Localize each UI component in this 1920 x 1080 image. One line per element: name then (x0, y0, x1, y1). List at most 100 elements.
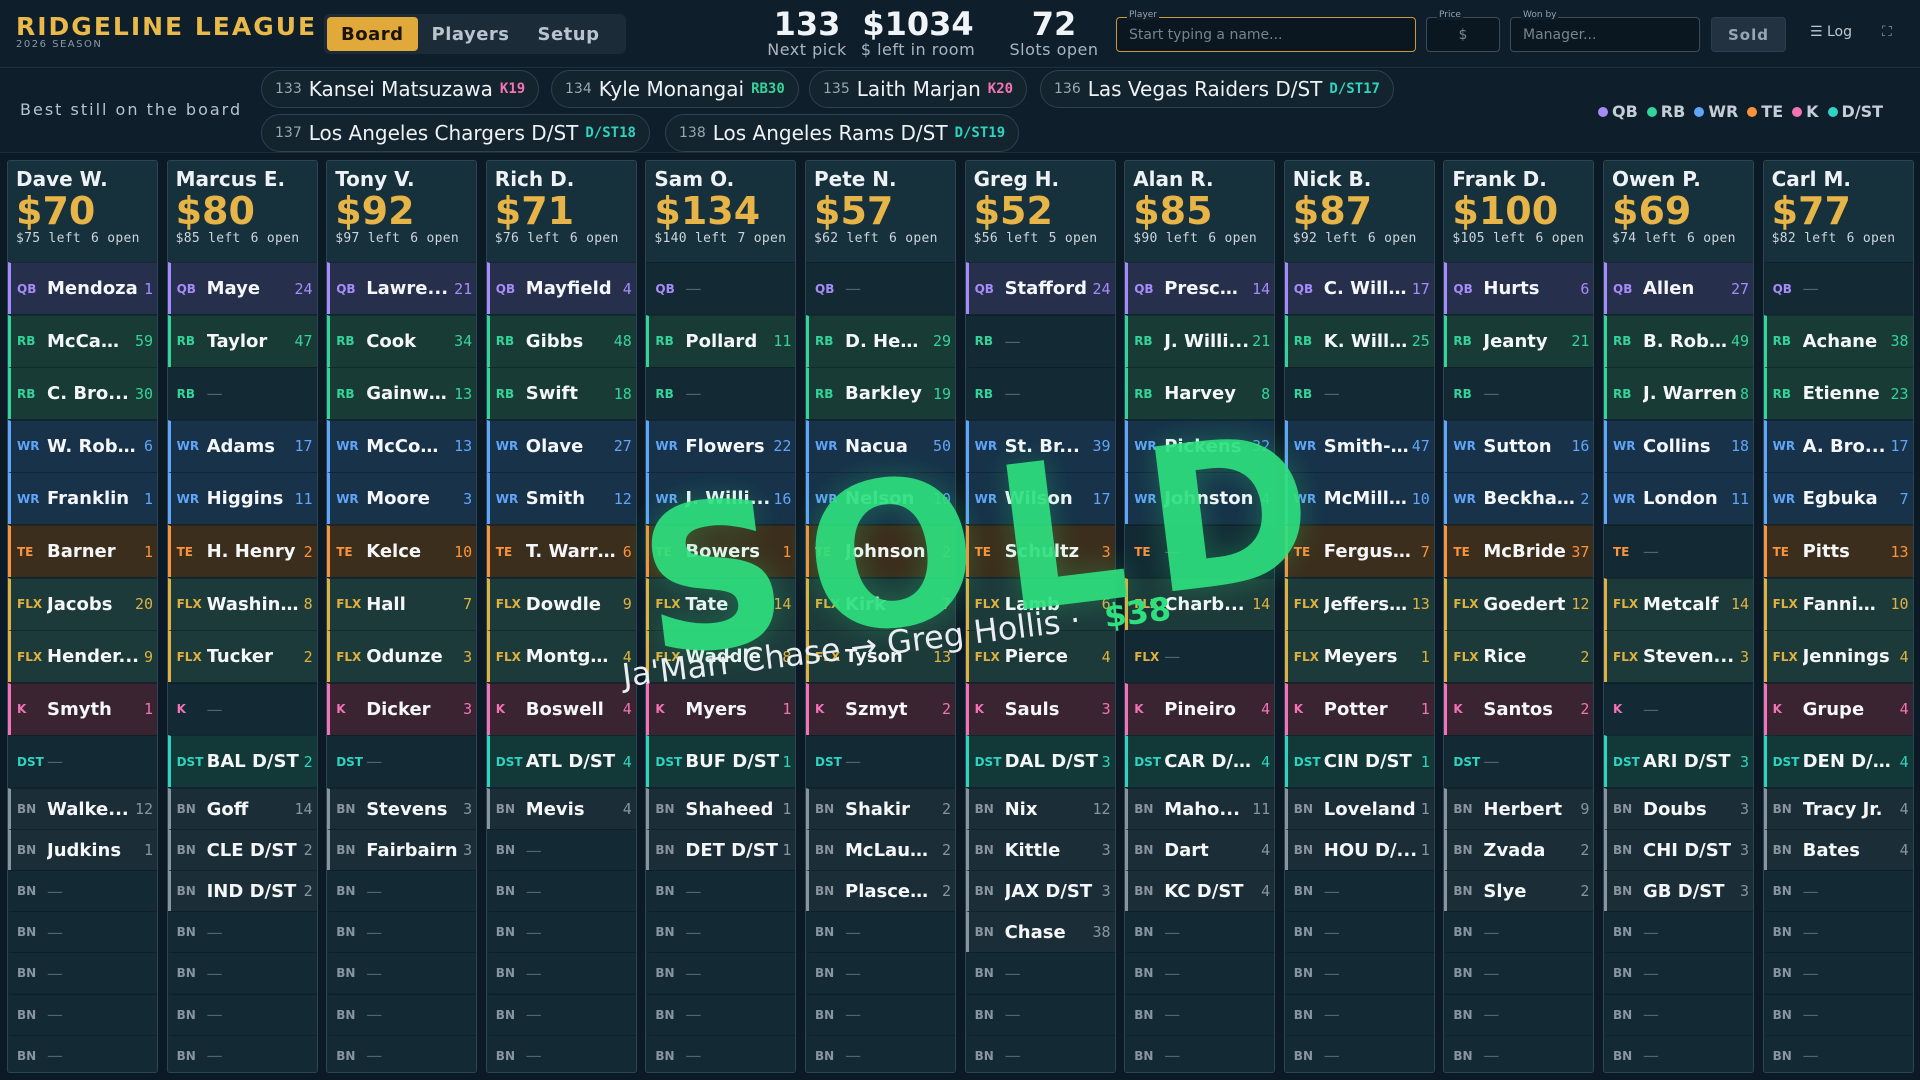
roster-slot[interactable]: RB — (646, 367, 796, 420)
roster-slot[interactable]: BN — (1284, 911, 1434, 953)
roster-slot[interactable]: WR Wilson 17 (965, 472, 1115, 525)
roster-slot[interactable]: BN Doubs 3 (1604, 788, 1753, 829)
roster-slot[interactable]: WR Egbuka 7 (1763, 472, 1913, 525)
roster-slot[interactable]: WR Collins 18 (1604, 419, 1753, 472)
roster-slot[interactable]: WR Johnston 4 (1125, 472, 1275, 525)
roster-slot[interactable]: FLX Tucker 2 (167, 630, 317, 683)
roster-slot[interactable]: K Pineiro 4 (1125, 682, 1275, 735)
roster-slot[interactable]: FLX Washin... 8 (167, 577, 317, 630)
best-available-chip[interactable]: 135 Laith Marjan K20 (809, 70, 1028, 108)
roster-slot[interactable]: DST CAR D/ST 4 (1125, 735, 1275, 788)
roster-slot[interactable]: BN — (167, 952, 317, 994)
roster-slot[interactable]: BN — (167, 1034, 317, 1072)
roster-slot[interactable]: DST — (8, 735, 157, 788)
roster-slot[interactable]: WR J. Willi... 16 (646, 472, 796, 525)
roster-slot[interactable]: WR Franklin 1 (8, 472, 157, 525)
roster-slot[interactable]: WR Nacua 50 (806, 419, 955, 472)
roster-slot[interactable]: QB Mayfield 4 (486, 262, 636, 314)
price-input[interactable] (1427, 18, 1499, 51)
roster-slot[interactable]: BN Shaheed 1 (646, 788, 796, 829)
roster-slot[interactable]: WR Olave 27 (486, 419, 636, 472)
roster-slot[interactable]: WR Nelson 10 (806, 472, 955, 525)
roster-slot[interactable]: RB Etienne 23 (1763, 367, 1913, 420)
roster-slot[interactable]: BN CHI D/ST 3 (1604, 829, 1753, 871)
sold-button[interactable]: Sold (1711, 17, 1786, 52)
roster-slot[interactable]: BN — (167, 993, 317, 1035)
roster-slot[interactable]: RB Jeanty 21 (1444, 314, 1594, 367)
roster-slot[interactable]: BN HOU D/... 1 (1284, 829, 1434, 871)
roster-slot[interactable]: BN — (486, 870, 636, 912)
roster-slot[interactable]: BN — (327, 952, 477, 994)
roster-slot[interactable]: BN — (806, 911, 955, 953)
roster-slot[interactable]: QB Mendoza 1 (8, 262, 157, 314)
roster-slot[interactable]: WR A. Bro... 17 (1763, 419, 1913, 472)
roster-slot[interactable]: RB Barkley 19 (806, 367, 955, 420)
roster-slot[interactable]: K Myers 1 (646, 682, 796, 735)
roster-slot[interactable]: QB — (806, 262, 955, 314)
roster-slot[interactable]: BN — (1763, 952, 1913, 994)
roster-slot[interactable]: TE T. Warren 6 (486, 525, 636, 577)
roster-slot[interactable]: WR Adams 17 (167, 419, 317, 472)
roster-slot[interactable]: BN — (1125, 1034, 1275, 1072)
roster-slot[interactable]: DST — (806, 735, 955, 788)
roster-slot[interactable]: BN — (167, 911, 317, 953)
roster-slot[interactable]: WR Beckha... 2 (1444, 472, 1594, 525)
roster-slot[interactable]: BN Dart 4 (1125, 829, 1275, 871)
best-available-chip[interactable]: 136 Las Vegas Raiders D/ST D/ST17 (1040, 70, 1394, 108)
roster-slot[interactable]: RB Pollard 11 (646, 314, 796, 367)
roster-slot[interactable]: FLX Lamb 6 (965, 577, 1115, 630)
roster-slot[interactable]: RB C. Bro... 30 (8, 367, 157, 420)
roster-slot[interactable]: BN — (646, 952, 796, 994)
roster-slot[interactable]: BN — (646, 1034, 796, 1072)
roster-slot[interactable]: BN — (1444, 952, 1594, 994)
roster-slot[interactable]: BN — (1125, 993, 1275, 1035)
roster-slot[interactable]: FLX Tate 14 (646, 577, 796, 630)
roster-slot[interactable]: BN — (965, 993, 1115, 1035)
roster-slot[interactable]: BN — (806, 993, 955, 1035)
roster-slot[interactable]: K Grupe 4 (1763, 682, 1913, 735)
roster-slot[interactable]: BN — (8, 993, 157, 1035)
roster-slot[interactable]: RB Cook 34 (327, 314, 477, 367)
roster-slot[interactable]: BN — (327, 911, 477, 953)
roster-slot[interactable]: FLX Metcalf 14 (1604, 577, 1753, 630)
roster-slot[interactable]: BN — (965, 1034, 1115, 1072)
roster-slot[interactable]: RB K. Will... 25 (1284, 314, 1434, 367)
roster-slot[interactable]: TE — (1125, 525, 1275, 577)
roster-slot[interactable]: BN IND D/ST 2 (167, 870, 317, 912)
roster-slot[interactable]: BN Loveland 1 (1284, 788, 1434, 829)
roster-slot[interactable]: BN — (327, 1034, 477, 1072)
roster-slot[interactable]: K Potter 1 (1284, 682, 1434, 735)
roster-slot[interactable]: BN Mevis 4 (486, 788, 636, 829)
roster-slot[interactable]: WR Higgins 11 (167, 472, 317, 525)
roster-slot[interactable]: DST DAL D/ST 3 (965, 735, 1115, 788)
roster-slot[interactable]: BN — (1125, 952, 1275, 994)
best-available-chip[interactable]: 138 Los Angeles Rams D/ST D/ST19 (665, 114, 1020, 152)
roster-slot[interactable]: RB Gibbs 48 (486, 314, 636, 367)
roster-slot[interactable]: BN — (1763, 1034, 1913, 1072)
roster-slot[interactable]: BN — (8, 870, 157, 912)
roster-slot[interactable]: BN — (1444, 911, 1594, 953)
roster-slot[interactable]: QB — (1763, 262, 1913, 314)
roster-slot[interactable]: TE Pitts 13 (1763, 525, 1913, 577)
roster-slot[interactable]: RB — (1444, 367, 1594, 420)
roster-slot[interactable]: BN — (1604, 1034, 1753, 1072)
best-available-chip[interactable]: 133 Kansei Matsuzawa K19 (261, 70, 540, 108)
roster-slot[interactable]: DST — (327, 735, 477, 788)
roster-slot[interactable]: BN Bates 4 (1763, 829, 1913, 871)
roster-slot[interactable]: BN — (8, 1034, 157, 1072)
roster-slot[interactable]: BN Shakir 2 (806, 788, 955, 829)
roster-slot[interactable]: QB C. Will... 17 (1284, 262, 1434, 314)
roster-slot[interactable]: K Santos 2 (1444, 682, 1594, 735)
roster-slot[interactable]: WR Sutton 16 (1444, 419, 1594, 472)
roster-slot[interactable]: QB Maye 24 (167, 262, 317, 314)
roster-slot[interactable]: TE Barner 1 (8, 525, 157, 577)
roster-slot[interactable]: BN — (486, 911, 636, 953)
roster-slot[interactable]: BN Herbert 9 (1444, 788, 1594, 829)
roster-slot[interactable]: RB — (965, 367, 1115, 420)
roster-slot[interactable]: WR St. Br... 39 (965, 419, 1115, 472)
roster-slot[interactable]: QB Lawre... 21 (327, 262, 477, 314)
roster-slot[interactable]: BN KC D/ST 4 (1125, 870, 1275, 912)
roster-slot[interactable]: WR W. Robi... 6 (8, 419, 157, 472)
roster-slot[interactable]: BN JAX D/ST 3 (965, 870, 1115, 912)
roster-slot[interactable]: TE Kelce 10 (327, 525, 477, 577)
